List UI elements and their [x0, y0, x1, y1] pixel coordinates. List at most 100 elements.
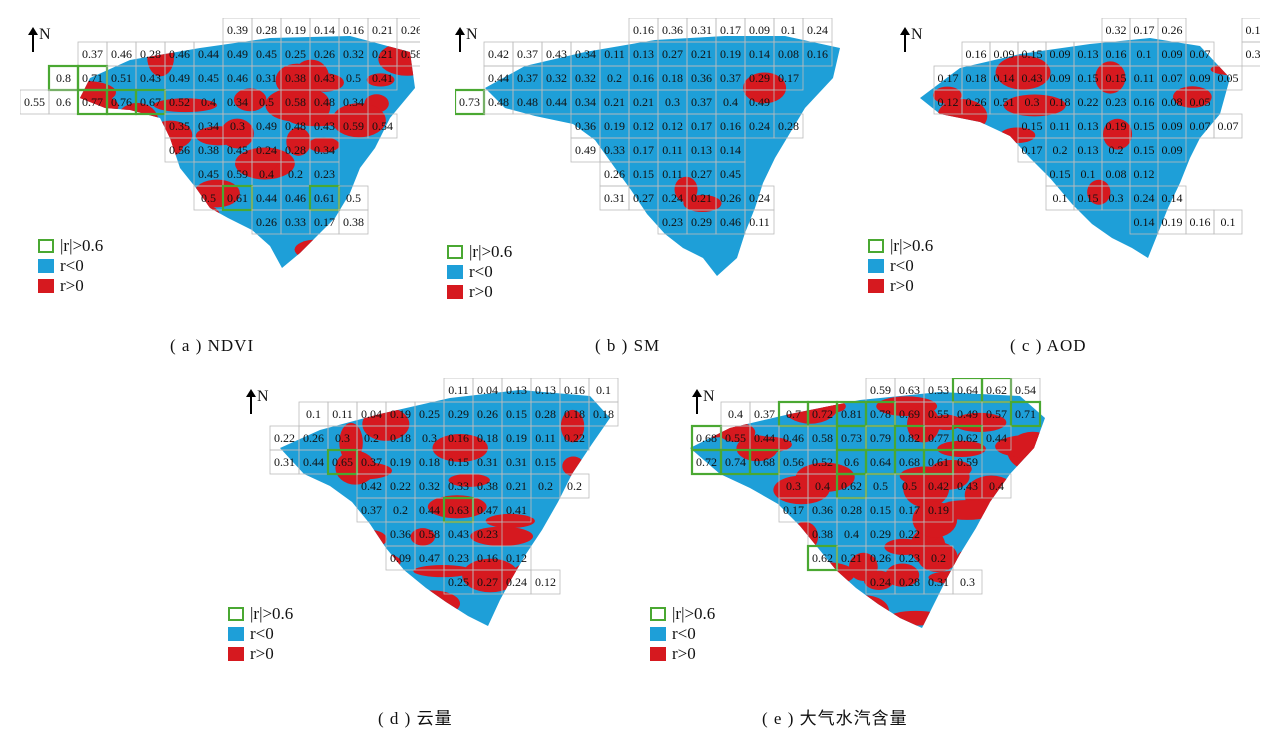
positive-patch: [172, 202, 221, 230]
cell-value: 0.14: [994, 71, 1015, 85]
grid-cell: [923, 497, 954, 523]
cell-value: 0.1: [596, 383, 611, 397]
positive-patch: [83, 168, 109, 192]
cell-value: 0.7: [786, 407, 801, 421]
cell-value: 0.27: [477, 575, 498, 589]
positive-patch: [1172, 86, 1212, 108]
negative-swatch: [868, 259, 884, 273]
cell-value: 0.56: [169, 143, 190, 157]
cell-value: 0.24: [1134, 191, 1155, 205]
positive-patch: [777, 613, 804, 628]
cell-value: 0.77: [82, 95, 103, 109]
cell-value: 0.16: [477, 551, 498, 565]
legend-negative: r<0: [890, 256, 914, 275]
cell-value: 0.14: [720, 143, 741, 157]
cell-value: 0.14: [749, 47, 770, 61]
cell-value: 0.3: [335, 431, 350, 445]
legend-significant: |r|>0.6: [60, 236, 104, 255]
cell-value: 0.34: [343, 95, 364, 109]
cell-value: 0.26: [401, 23, 420, 37]
cell-value: 0.38: [343, 215, 364, 229]
cell-value: 0.13: [633, 47, 654, 61]
cell-value: 0.17: [1022, 143, 1043, 157]
north-label: N: [257, 388, 269, 405]
significant-swatch: [868, 239, 884, 253]
positive-patch: [275, 63, 319, 98]
cell-value: 0.28: [899, 575, 920, 589]
cell-value: 0.24: [749, 119, 770, 133]
north-label: N: [703, 388, 715, 405]
cell-value: 0.09: [994, 47, 1015, 61]
negative-swatch: [38, 259, 54, 273]
cell-value: 0.18: [662, 71, 683, 85]
cell-value: 0.49: [575, 143, 596, 157]
cell-value: 0.17: [783, 503, 804, 517]
positive-patch: [233, 88, 267, 112]
cell-value: 0.71: [82, 71, 103, 85]
cell-value: 0.1: [306, 407, 321, 421]
cell-value: 0.62: [841, 479, 862, 493]
north-label: N: [911, 26, 923, 43]
cell-value: 0.62: [957, 431, 978, 445]
cell-value: 0.44: [198, 47, 219, 61]
cell-value: 0.58: [401, 47, 420, 61]
positive-swatch: [868, 279, 884, 293]
cell-value: 0.21: [691, 47, 712, 61]
cell-value: 0.17: [938, 71, 959, 85]
cell-value: 0.13: [1078, 143, 1099, 157]
legend-negative: r<0: [469, 262, 493, 281]
positive-patch: [811, 601, 841, 617]
positive-patch: [562, 456, 585, 477]
positive-patch: [308, 137, 340, 153]
positive-swatch: [447, 285, 463, 299]
map-sm: 0.16 0.36 0.31 0.17 0.09 0.1 0.24 0.42 0.37 0.43 0…: [455, 18, 855, 278]
cell-value: 0.11: [604, 47, 625, 61]
positive-patch: [307, 595, 361, 625]
grid-cell: [1213, 65, 1243, 91]
grid-cell: [367, 113, 398, 139]
cell-value: 0.16: [720, 119, 741, 133]
cell-value: 0.16: [1190, 215, 1211, 229]
cell-value: 0.23: [899, 551, 920, 565]
cell-value: 0.31: [691, 23, 712, 37]
cell-value: 0.5: [346, 191, 361, 205]
positive-patch: [190, 211, 215, 246]
cell-value: 0.13: [535, 383, 556, 397]
grid-cell: [981, 473, 1012, 499]
cell-value: 0.37: [82, 47, 103, 61]
cell-value: 0.27: [662, 47, 683, 61]
cell-value: 0.5: [346, 71, 361, 85]
cell-value: 0.31: [506, 455, 527, 469]
cell-value: 0.36: [575, 119, 596, 133]
positive-patch: [885, 563, 920, 587]
positive-patch: [1095, 61, 1126, 94]
cell-value: 0.1: [1081, 167, 1096, 181]
positive-swatch: [228, 647, 244, 661]
cell-value: 0.71: [1015, 407, 1036, 421]
legend-significant: |r|>0.6: [672, 604, 716, 623]
positive-patch: [795, 462, 855, 492]
cell-value: 0.38: [812, 527, 833, 541]
cell-value: 0.2: [538, 479, 553, 493]
cell-value: 0.34: [198, 119, 219, 133]
cell-value: 0.2: [607, 71, 622, 85]
cell-value: 0.14: [1134, 215, 1155, 229]
cell-value: 0.17: [314, 215, 335, 229]
cell-value: 0.13: [1078, 119, 1099, 133]
cell-value: 0.09: [1162, 143, 1183, 157]
cell-value: 0.23: [448, 551, 469, 565]
cell-value: 0.3: [786, 479, 801, 493]
cell-value: 0.69: [899, 407, 920, 421]
map-cloud: 0.11 0.04 0.13 0.13 0.16 0.1 0.1 0.11 0.04 0.19 0.…: [220, 378, 620, 648]
cell-value: 0.44: [303, 455, 324, 469]
cell-value: 0.4: [989, 479, 1004, 493]
cell-value: 0.76: [111, 95, 132, 109]
positive-patch: [926, 464, 970, 490]
positive-patch: [378, 42, 415, 76]
positive-patch: [530, 122, 553, 162]
cell-value: 0.16: [1106, 47, 1127, 61]
landmass-negative: [920, 38, 1230, 258]
cell-value: 0.82: [899, 431, 920, 445]
positive-patch: [690, 568, 706, 600]
positive-patch: [370, 220, 415, 257]
